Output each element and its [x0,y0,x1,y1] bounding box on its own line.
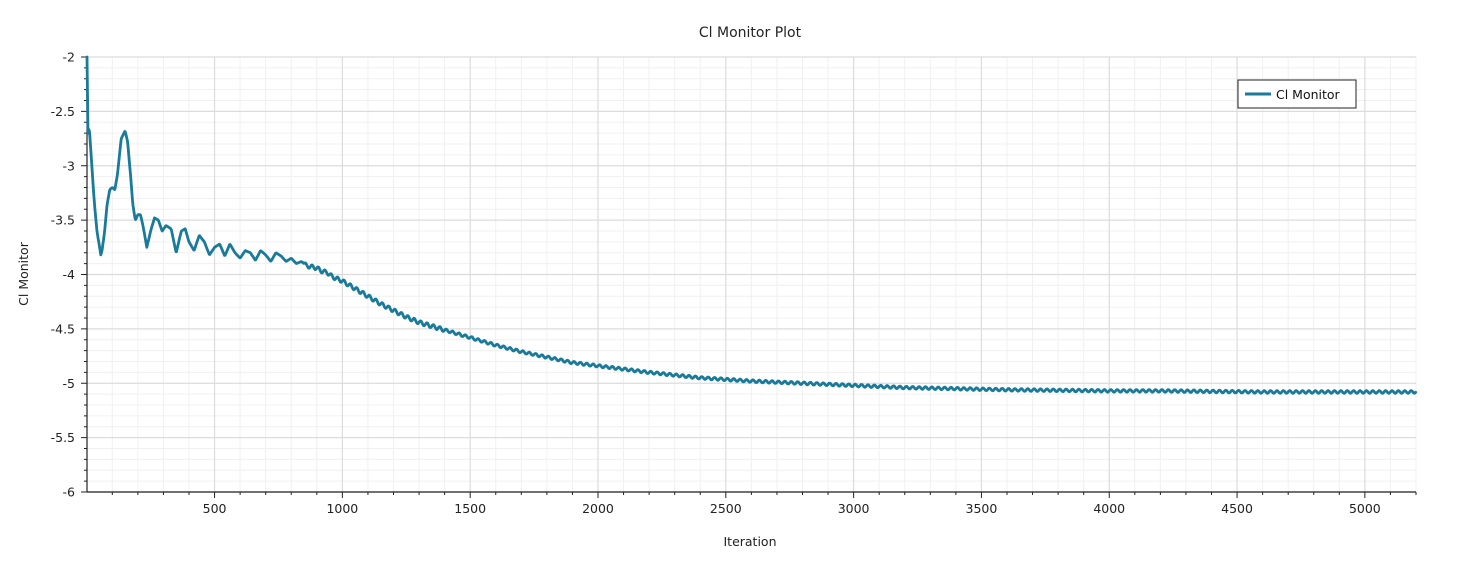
x-axis-title: Iteration [723,534,776,549]
y-tick-label: -4 [63,267,76,282]
x-tick-label: 2500 [710,501,742,516]
x-tick-label: 1000 [326,501,358,516]
series-layer [85,55,1418,395]
axes: 500 1000 1500 2000 2500 3000 3500 4000 4500 5000 -… [51,50,1417,516]
legend-label: Cl Monitor [1276,87,1341,102]
x-tick-label: 3500 [966,501,998,516]
x-tick-label: 3000 [838,501,870,516]
x-tick-label: 4500 [1221,501,1253,516]
x-tick-label: 5000 [1349,501,1381,516]
x-tick-label: 500 [203,501,227,516]
y-tick-label: -5 [63,376,75,391]
chart-title: Cl Monitor Plot [699,25,802,41]
y-tick-label: -2 [63,50,75,65]
y-tick-label: -5.5 [51,430,75,445]
y-tick-label: -3 [63,158,75,173]
grid [87,56,1417,493]
y-tick-label: -3.5 [51,213,75,228]
legend: Cl Monitor [1237,79,1357,109]
y-axis-title: Cl Monitor [16,241,31,306]
x-tick-label: 2000 [582,501,614,516]
x-tick-label: 4000 [1093,501,1125,516]
y-tick-label: -2.5 [51,104,75,119]
y-tick-label: -6 [63,485,76,500]
series-line-cl-monitor [85,55,1418,395]
x-tick-label: 1500 [454,501,486,516]
y-tick-label: -4.5 [51,321,75,336]
